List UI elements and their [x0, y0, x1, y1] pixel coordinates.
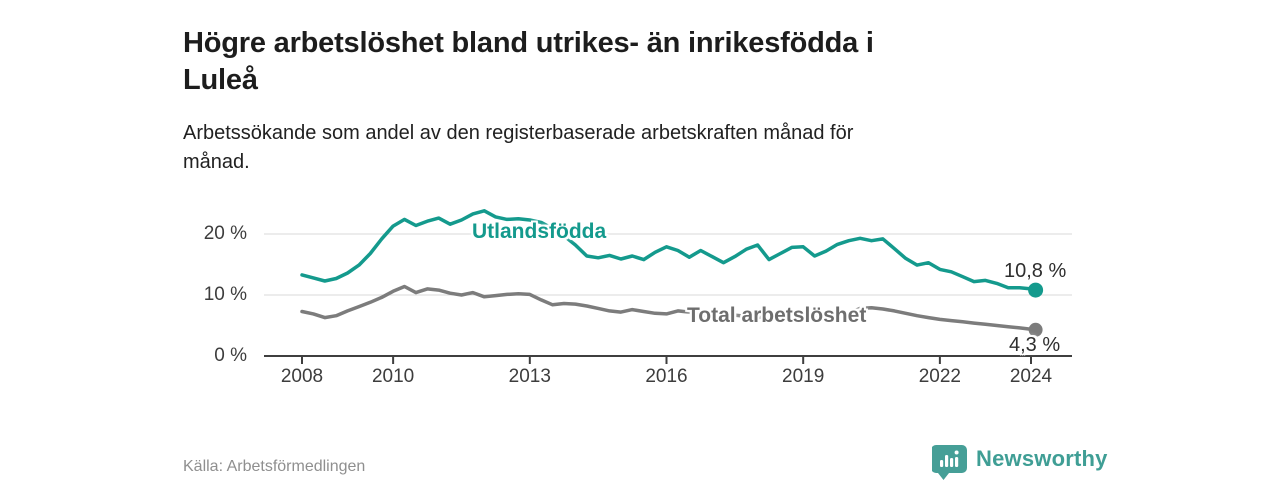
x-tick-label-2022: 2022	[918, 366, 962, 387]
x-tick-label-2013: 2013	[508, 366, 551, 387]
x-tick-label-2010: 2010	[371, 366, 415, 387]
series-label-total-arbetsloshet: Total arbetslöshet	[687, 304, 867, 327]
page-title: Högre arbetslöshet bland utrikes- än inr…	[183, 25, 1123, 99]
subtitle-line-2: månad.	[183, 151, 250, 173]
line-total-arbetsloshet	[300, 284, 1038, 332]
end-dot-total-arbetsloshet	[1028, 322, 1043, 337]
source-note: Källa: Arbetsförmedlingen	[183, 458, 366, 475]
end-dot-utlandsfodda	[1028, 282, 1044, 298]
subtitle-line-1: Arbetssökande som andel av den registerb…	[183, 122, 854, 144]
newsworthy-wordmark: Newsworthy	[976, 446, 1108, 471]
chart-subtitle: Arbetssökande som andel av den registerb…	[183, 119, 1063, 177]
y-tick-label-0: 0 %	[214, 345, 247, 366]
series-label-utlandsfodda: Utlandsfödda	[472, 220, 607, 243]
end-value-label-total: 4,3 %	[1009, 334, 1061, 356]
title-line-2: Luleå	[183, 64, 258, 97]
end-value-label-utlandsfodda: 10,8 %	[1004, 260, 1067, 282]
line-utlandsfodda	[300, 209, 1038, 292]
x-tick-label-2024: 2024	[1009, 366, 1053, 387]
x-tick-label-2008: 2008	[280, 366, 324, 387]
newsworthy-logo[interactable]: Newsworthy	[932, 444, 1112, 480]
y-tick-label-20: 20 %	[203, 223, 247, 244]
newsworthy-bar-chart-icon	[932, 445, 967, 480]
x-tick-label-2019: 2019	[782, 366, 825, 387]
x-tick-label-2016: 2016	[645, 366, 688, 387]
title-line-1: Högre arbetslöshet bland utrikes- än inr…	[183, 27, 874, 60]
y-tick-label-10: 10 %	[203, 284, 247, 305]
